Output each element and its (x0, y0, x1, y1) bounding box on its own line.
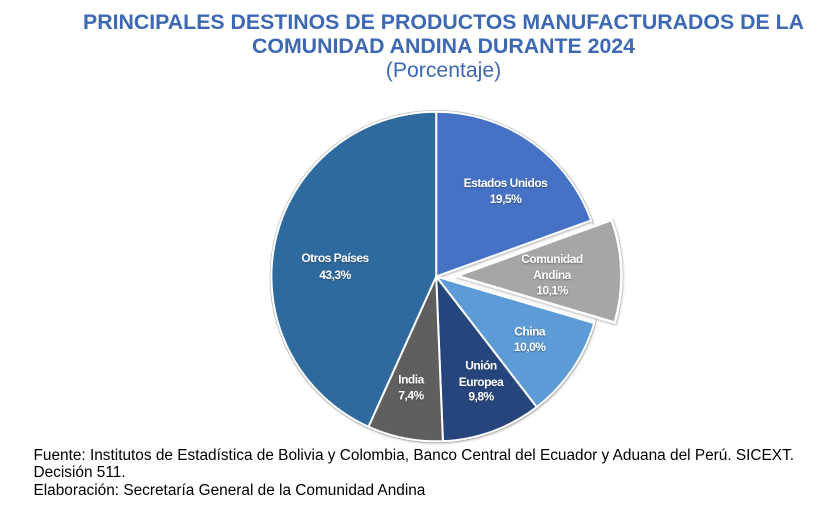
svg-text:India: India (398, 373, 424, 387)
svg-text:Andina: Andina (533, 268, 571, 282)
svg-text:China: China (514, 325, 546, 339)
svg-text:9,8%: 9,8% (468, 390, 494, 404)
svg-text:7,4%: 7,4% (398, 389, 424, 403)
svg-text:Comunidad: Comunidad (521, 252, 583, 266)
svg-text:Otros Países: Otros Países (301, 251, 369, 265)
svg-text:19,5%: 19,5% (490, 192, 522, 206)
svg-text:10,0%: 10,0% (514, 340, 546, 354)
svg-text:Europea: Europea (459, 375, 504, 389)
svg-text:10,1%: 10,1% (536, 283, 568, 297)
svg-text:Estados Unidos: Estados Unidos (464, 176, 549, 190)
svg-text:Unión: Unión (465, 359, 497, 373)
svg-text:43,3%: 43,3% (319, 268, 351, 282)
